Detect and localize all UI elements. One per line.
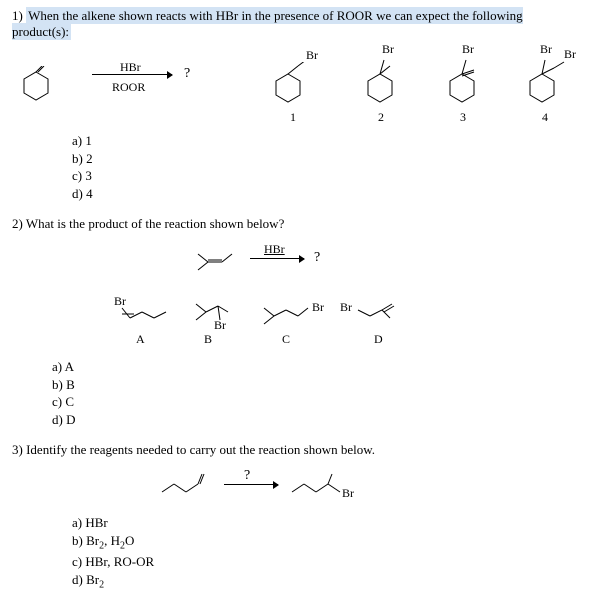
q2-number: 2) [12,216,23,231]
q2-choice-d: d) D [52,411,578,429]
q3-arrow [224,484,278,485]
q2-text: What is the product of the reaction show… [26,216,284,231]
q1-qmark: ? [184,66,190,82]
q2-reactant [192,246,242,276]
q1-choice-c: c) 3 [72,167,578,185]
q2-choice-c: c) C [52,393,578,411]
q3-choice-a: a) HBr [72,514,578,532]
q1-choice-a: a) 1 [72,132,578,150]
q2-choice-b: b) B [52,376,578,394]
q2-br-b: Br [214,318,226,333]
q3-choice-c: c) HBr, RO-OR [72,553,578,571]
q3-br: Br [342,486,354,501]
q3-reactant [158,472,218,500]
q2-header: 2) What is the product of the reaction s… [12,216,578,232]
q2-product-d [354,300,410,330]
q2-reaction-row: HBr ? [12,238,578,282]
br-label-4a: Br [540,42,552,57]
br-label-3: Br [462,42,474,57]
q3-reaction-row: ? Br [12,466,578,506]
reaction-arrow [92,74,172,75]
q1-choices: a) 1 b) 2 c) 3 d) 4 [72,132,578,202]
q1-header: 1) When the alkene shown reacts with HBr… [12,8,578,40]
br-label-1: Br [306,48,318,63]
q2-label-b: B [204,332,212,347]
product-1 [270,62,314,108]
product-4 [524,58,574,108]
q1-reaction-row: HBr ROOR ? Br 1 Br 2 Br 3 Br Br 4 [12,54,578,124]
q2-label-c: C [282,332,290,347]
q2-hbr: HBr [264,242,285,257]
q2-br-c: Br [312,300,324,315]
product-3 [444,58,484,108]
q2-choice-a: a) A [52,358,578,376]
q2-product-c [258,300,314,330]
product-1-label: 1 [290,110,296,125]
q2-arrow [250,258,304,259]
q1-choice-d: d) 4 [72,185,578,203]
product-3-label: 3 [460,110,466,125]
br-label-2: Br [382,42,394,57]
roor-label: ROOR [112,80,145,95]
product-4-label: 4 [542,110,548,125]
q2-label-d: D [374,332,383,347]
q3-choice-b: b) Br2, H2O [72,532,578,553]
q2-qmark: ? [314,250,320,266]
q2-br-d: Br [340,300,352,315]
product-2-label: 2 [378,110,384,125]
q3-choices: a) HBr b) Br2, H2O c) HBr, RO-OR d) Br2 [72,514,578,591]
q3-choice-d: d) Br2 [72,571,578,592]
q3-number: 3) [12,442,23,457]
q2-product-a [116,304,172,334]
q2-label-a: A [136,332,145,347]
q2-choices: a) A b) B c) C d) D [52,358,578,428]
q2-product-b [190,298,234,332]
q3-text: Identify the reagents needed to carry ou… [26,442,375,457]
q3-qmark: ? [244,468,250,484]
q1-number: 1) [12,8,23,23]
q1-text: When the alkene shown reacts with HBr in… [12,7,523,40]
q2-products-row: Br A Br B Br C Br D [12,290,578,350]
q1-choice-b: b) 2 [72,150,578,168]
hbr-label: HBr [120,60,141,75]
q3-header: 3) Identify the reagents needed to carry… [12,442,578,458]
product-2 [362,58,402,108]
reactant-cyclohexane [18,66,54,108]
